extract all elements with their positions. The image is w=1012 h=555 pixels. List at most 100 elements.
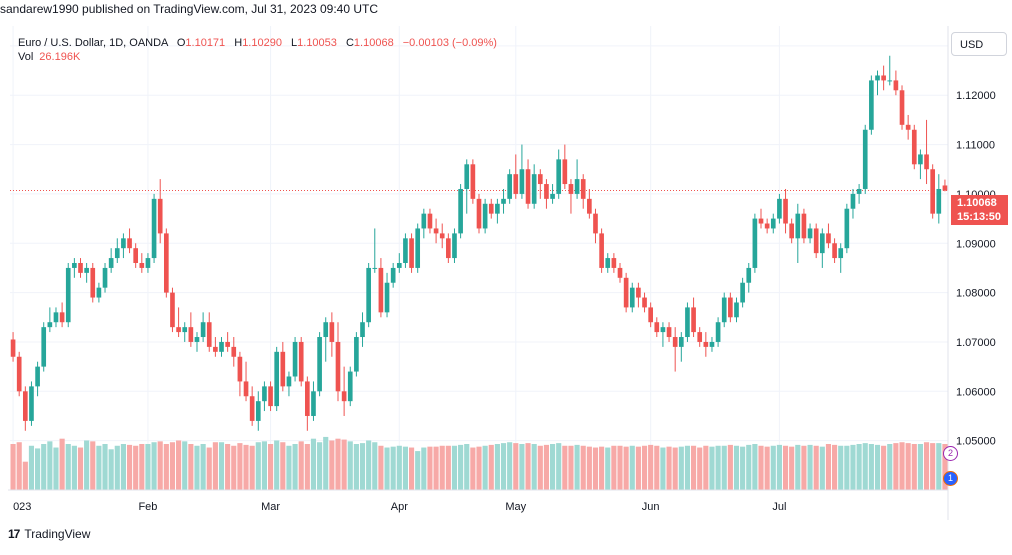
volume-bar xyxy=(795,444,801,490)
event-badge-icon[interactable]: 1 xyxy=(943,471,958,486)
volume-bar xyxy=(887,444,893,490)
candle-body xyxy=(151,198,157,259)
volume-bar xyxy=(304,444,310,490)
candle-body xyxy=(911,129,917,165)
candle-body xyxy=(188,327,194,342)
volume-bar xyxy=(923,442,930,490)
chart-frame[interactable] xyxy=(8,26,1012,520)
candle-body xyxy=(200,322,206,338)
volume-bar xyxy=(789,446,795,490)
volume-bar xyxy=(126,444,133,490)
volume-bar xyxy=(905,443,911,490)
candle-body xyxy=(838,248,844,259)
volume-bar xyxy=(911,444,917,490)
last-price-tag: 1.10068 15:13:50 xyxy=(951,195,1008,225)
price-tick-label: 1.11000 xyxy=(956,140,995,152)
volume-bar xyxy=(249,445,255,490)
volume-bar xyxy=(90,441,96,490)
brand-name[interactable]: TradingView xyxy=(24,527,91,541)
volume-legend: Vol 26.196K xyxy=(18,51,80,63)
volume-bar xyxy=(390,446,396,490)
volume-bar xyxy=(660,447,666,490)
candle-body xyxy=(801,213,807,239)
candle-body xyxy=(22,391,28,421)
candle-body xyxy=(96,287,102,298)
candle-body xyxy=(433,228,439,234)
tradingview-logo[interactable]: 17 xyxy=(8,527,20,541)
candle-body xyxy=(317,337,322,392)
volume-bar xyxy=(648,444,654,490)
volume-bar xyxy=(770,445,776,490)
candlestick-chart[interactable]: 1.130001.120001.110001.100001.090001.080… xyxy=(8,26,1012,520)
candle-body xyxy=(347,371,353,402)
price-tick-label: 1.08000 xyxy=(956,288,996,300)
candle-body xyxy=(617,267,623,278)
candle-body xyxy=(703,341,709,347)
candle-body xyxy=(360,322,365,338)
candle-body xyxy=(415,228,421,268)
volume-bar xyxy=(599,446,605,490)
volume-bar xyxy=(139,444,145,490)
volume-bar xyxy=(329,440,335,490)
candle-body xyxy=(715,322,721,342)
candle-body xyxy=(237,356,243,382)
candle-body xyxy=(145,258,151,268)
candle-body xyxy=(108,258,114,268)
candle-body xyxy=(587,198,592,214)
volume-bar xyxy=(801,445,807,490)
candle-body xyxy=(102,267,108,288)
candle-body xyxy=(642,297,647,308)
volume-bar xyxy=(519,444,525,490)
event-badge-icon[interactable]: 2 xyxy=(943,446,958,461)
volume-bar xyxy=(206,447,212,490)
volume-bar xyxy=(71,445,77,490)
volume-bar xyxy=(292,444,298,490)
candle-body xyxy=(206,322,212,347)
volume-bar xyxy=(408,447,415,490)
volume-bar xyxy=(672,447,678,490)
candle-body xyxy=(274,351,280,407)
candle-body xyxy=(678,337,684,347)
volume-bar xyxy=(77,447,84,490)
volume-bar xyxy=(666,446,672,490)
candle-body xyxy=(157,198,163,234)
candle-body xyxy=(121,238,126,249)
volume-bar xyxy=(942,444,948,490)
volume-bar xyxy=(703,445,709,490)
volume-bar xyxy=(145,444,151,490)
candle-body xyxy=(366,267,371,323)
open-label: O xyxy=(176,37,186,49)
volume-bar xyxy=(611,445,617,490)
candle-body xyxy=(384,282,390,313)
candle-body xyxy=(127,238,132,249)
volume-bar xyxy=(605,447,611,490)
currency-button[interactable]: USD xyxy=(951,32,1007,56)
volume-bar xyxy=(574,444,580,490)
time-tick-label: Mar xyxy=(261,501,280,513)
candle-body xyxy=(114,248,120,259)
volume-bar xyxy=(47,441,53,490)
volume-bar xyxy=(274,440,280,490)
candle-body xyxy=(807,228,813,239)
volume-bar xyxy=(396,445,402,490)
candle-body xyxy=(335,341,341,392)
candle-body xyxy=(918,154,923,165)
candle-body xyxy=(378,267,384,313)
volume-bar xyxy=(746,444,752,490)
candle-body xyxy=(219,341,224,352)
candle-body xyxy=(231,346,237,357)
candle-body xyxy=(924,154,929,170)
candle-body xyxy=(427,213,433,229)
volume-bar xyxy=(65,444,71,490)
volume-bar xyxy=(84,440,90,490)
volume-bar xyxy=(500,443,507,490)
volume-bar xyxy=(549,444,556,490)
volume-label: Vol xyxy=(18,51,34,63)
candle-body xyxy=(464,164,470,189)
candle-body xyxy=(280,351,286,387)
candle-body xyxy=(850,193,856,209)
candle-body xyxy=(47,322,53,328)
volume-bar xyxy=(807,444,813,490)
volume-bar xyxy=(341,439,347,490)
volume-bar xyxy=(881,445,887,490)
